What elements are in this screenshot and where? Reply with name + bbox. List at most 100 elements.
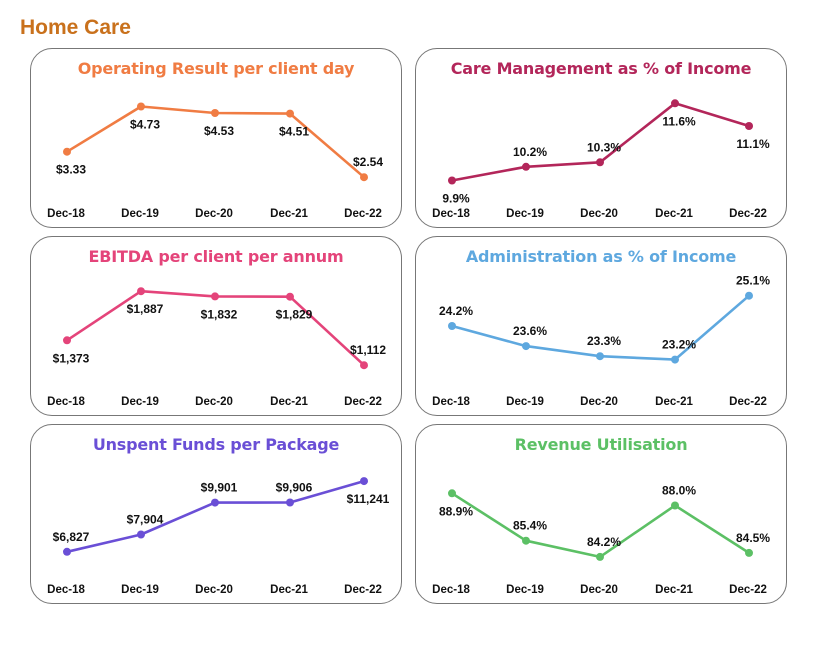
x-tick-label: Dec-18 xyxy=(432,584,470,596)
chart-svg: $1,373 Dec-18 $1,887 Dec-19 $1,832 Dec-20 $1,8… xyxy=(47,287,386,408)
data-point xyxy=(286,109,294,118)
data-label: $1,373 xyxy=(53,351,90,365)
chart-title: Revenue Utilisation xyxy=(514,435,688,454)
data-point xyxy=(360,361,368,370)
data-point xyxy=(286,292,294,301)
data-label: $11,241 xyxy=(347,492,390,506)
data-point xyxy=(596,352,604,361)
x-tick-label: Dec-19 xyxy=(121,584,159,596)
data-point xyxy=(596,552,604,561)
data-label: $1,112 xyxy=(350,343,386,357)
x-tick-label: Dec-20 xyxy=(580,208,618,220)
data-point xyxy=(137,530,145,539)
data-point xyxy=(360,477,368,486)
chart-panel-administration: Administration as % of Income 24.2% Dec-1… xyxy=(415,236,787,416)
x-tick-label: Dec-21 xyxy=(270,584,308,596)
chart-svg: $6,827 Dec-18 $7,904 Dec-19 $9,901 Dec-20 $9,9… xyxy=(47,477,390,596)
x-tick-label: Dec-20 xyxy=(195,208,233,220)
data-label: 23.2% xyxy=(662,338,696,352)
data-label: 10.2% xyxy=(513,145,547,159)
chart-panel-care-management: Care Management as % of Income 9.9% Dec-1… xyxy=(415,48,787,228)
data-point xyxy=(211,109,219,117)
data-label: $9,906 xyxy=(276,481,313,495)
data-point xyxy=(448,489,456,498)
x-tick-label: Dec-20 xyxy=(195,584,233,596)
data-point xyxy=(448,322,456,330)
x-tick-label: Dec-18 xyxy=(47,584,85,596)
chart-panel-revenue-utilisation: Revenue Utilisation 88.9% Dec-18 85.4% Dec-… xyxy=(415,424,787,604)
x-tick-label: Dec-21 xyxy=(655,208,693,220)
x-tick-label: Dec-19 xyxy=(506,396,544,408)
data-label: 84.2% xyxy=(587,535,621,549)
chart-svg: 88.9% Dec-18 85.4% Dec-19 84.2% Dec-20 88.0% De… xyxy=(432,484,770,597)
chart-svg: 24.2% Dec-18 23.6% Dec-19 23.3% Dec-20 23.2% De… xyxy=(432,274,770,408)
data-point xyxy=(671,501,679,510)
data-point xyxy=(63,547,71,556)
x-tick-label: Dec-18 xyxy=(47,208,85,220)
data-point xyxy=(745,291,753,300)
x-tick-label: Dec-19 xyxy=(506,584,544,596)
x-tick-label: Dec-21 xyxy=(270,208,308,220)
x-tick-label: Dec-20 xyxy=(195,396,233,408)
x-tick-label: Dec-18 xyxy=(432,208,470,220)
data-point xyxy=(211,498,219,507)
data-point xyxy=(137,102,145,111)
data-label: 88.9% xyxy=(439,504,473,518)
x-tick-label: Dec-22 xyxy=(344,396,382,408)
x-tick-label: Dec-21 xyxy=(655,584,693,596)
x-tick-label: Dec-22 xyxy=(344,584,382,596)
page-title: Home Care xyxy=(20,16,131,39)
data-label: 24.2% xyxy=(439,304,473,318)
chart-title: Administration as % of Income xyxy=(465,247,737,266)
x-tick-label: Dec-19 xyxy=(121,208,159,220)
chart-panel-unspent-funds: Unspent Funds per Package $6,827 Dec-18 $7… xyxy=(30,424,402,604)
data-point xyxy=(522,536,530,545)
x-tick-label: Dec-22 xyxy=(729,396,767,408)
data-point xyxy=(63,147,71,156)
data-label: $2.54 xyxy=(353,155,383,169)
data-point xyxy=(596,158,604,167)
data-point xyxy=(745,122,753,130)
data-point xyxy=(211,292,219,301)
data-label: 11.6% xyxy=(662,114,696,128)
data-label: 23.6% xyxy=(513,324,547,338)
data-point xyxy=(745,548,753,557)
data-label: $6,827 xyxy=(53,530,90,544)
data-label: $4.53 xyxy=(204,124,234,138)
x-tick-label: Dec-20 xyxy=(580,584,618,596)
data-point xyxy=(360,173,368,182)
chart-panel-operating-result: Operating Result per client day $3.33 Dec… xyxy=(30,48,402,228)
x-tick-label: Dec-18 xyxy=(47,396,85,408)
data-point xyxy=(671,355,679,364)
data-label: $1,829 xyxy=(276,308,313,322)
series-line xyxy=(451,294,750,361)
data-label: $4.73 xyxy=(130,118,160,132)
x-tick-label: Dec-19 xyxy=(121,396,159,408)
x-tick-label: Dec-21 xyxy=(655,396,693,408)
data-label: 23.3% xyxy=(587,334,621,348)
x-tick-label: Dec-18 xyxy=(432,396,470,408)
data-point xyxy=(522,162,530,171)
data-label: $9,901 xyxy=(201,481,238,495)
data-label: 88.0% xyxy=(662,484,696,498)
chart-title: EBITDA per client per annum xyxy=(88,247,344,266)
data-point xyxy=(286,498,294,507)
data-label: 85.4% xyxy=(513,519,547,533)
x-tick-label: Dec-19 xyxy=(506,208,544,220)
series-line xyxy=(66,105,365,179)
data-label: $7,904 xyxy=(127,513,164,527)
data-label: $1,832 xyxy=(201,307,238,321)
data-point xyxy=(448,176,456,185)
data-label: 25.1% xyxy=(736,274,770,288)
x-tick-label: Dec-22 xyxy=(344,208,382,220)
chart-svg: 9.9% Dec-18 10.2% Dec-19 10.3% Dec-20 11.6% Dec… xyxy=(432,99,770,220)
x-tick-label: Dec-21 xyxy=(270,396,308,408)
x-tick-label: Dec-22 xyxy=(729,584,767,596)
data-label: 11.1% xyxy=(736,137,770,151)
chart-svg: $3.33 Dec-18 $4.73 Dec-19 $4.53 Dec-20 $4.51 De… xyxy=(47,102,383,220)
data-label: $1,887 xyxy=(127,302,164,316)
series-line xyxy=(66,289,365,367)
data-point xyxy=(63,336,71,345)
x-tick-label: Dec-20 xyxy=(580,396,618,408)
data-label: 10.3% xyxy=(587,140,621,154)
